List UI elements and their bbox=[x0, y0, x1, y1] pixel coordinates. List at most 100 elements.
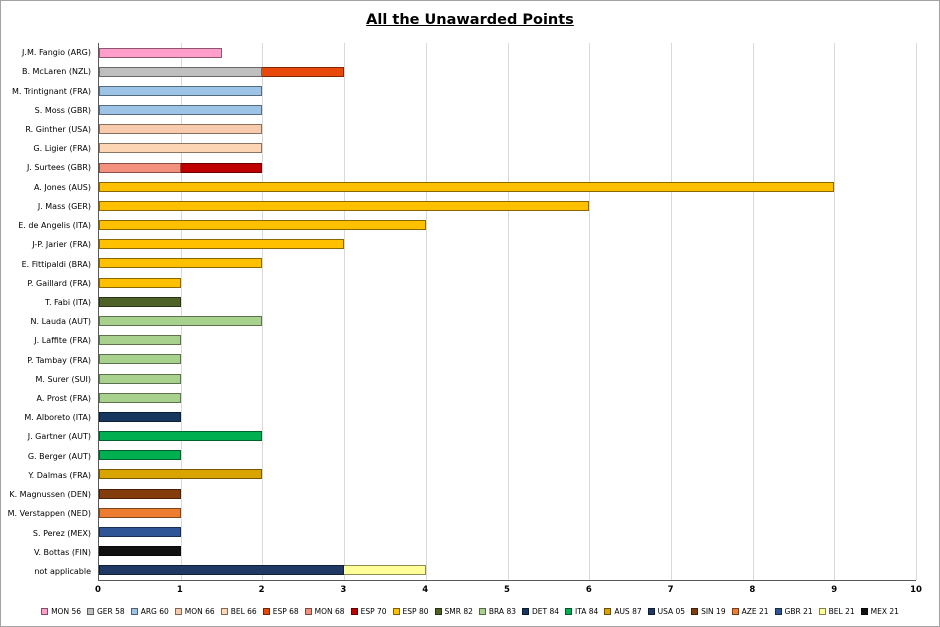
gridline bbox=[180, 43, 182, 580]
legend-item: USA 05 bbox=[647, 607, 685, 616]
bar-stack bbox=[99, 565, 916, 576]
bar-row bbox=[99, 369, 916, 388]
legend-item: ITA 84 bbox=[565, 607, 598, 616]
gridline bbox=[425, 43, 427, 580]
y-axis-label: M. Verstappen (NED) bbox=[7, 509, 91, 519]
bar-stack bbox=[99, 546, 916, 557]
bar-segment bbox=[99, 335, 181, 346]
legend-item: BEL 66 bbox=[220, 607, 257, 616]
gridline bbox=[262, 43, 264, 580]
legend-label: AUS 87 bbox=[614, 607, 642, 616]
y-axis-label: A. Jones (AUS) bbox=[33, 182, 91, 192]
y-axis-label: N. Lauda (AUT) bbox=[30, 317, 91, 327]
legend-swatch bbox=[220, 608, 228, 615]
bar-row bbox=[99, 407, 916, 426]
y-axis-label: P. Tambay (FRA) bbox=[27, 355, 91, 365]
y-axis-label: M. Trintignant (FRA) bbox=[12, 86, 91, 96]
bar-stack bbox=[99, 47, 916, 58]
bar-segment bbox=[99, 258, 263, 269]
bar-stack bbox=[99, 411, 916, 422]
y-axis-label: T. Fabi (ITA) bbox=[45, 297, 91, 307]
bar-segment bbox=[99, 296, 181, 307]
bar-stack bbox=[99, 124, 916, 135]
chart-title: All the Unawarded Points bbox=[366, 12, 574, 28]
y-axis-label: G. Ligier (FRA) bbox=[33, 144, 91, 154]
bar-stack bbox=[99, 431, 916, 442]
y-axis-label: A. Prost (FRA) bbox=[36, 394, 91, 404]
y-axis-label: J. Gartner (AUT) bbox=[27, 432, 91, 442]
y-axis-label: E. de Angelis (ITA) bbox=[18, 221, 91, 231]
bar-stack bbox=[99, 258, 916, 269]
y-axis-label: V. Bottas (FIN) bbox=[34, 547, 91, 557]
bar-stack bbox=[99, 296, 916, 307]
bar-row bbox=[99, 43, 916, 62]
legend-swatch bbox=[130, 608, 138, 615]
legend-swatch bbox=[774, 608, 782, 615]
bar-stack bbox=[99, 85, 916, 96]
bar-row bbox=[99, 235, 916, 254]
legend-label: BEL 21 bbox=[828, 607, 855, 616]
bar-segment bbox=[99, 469, 263, 480]
bar-row bbox=[99, 101, 916, 120]
legend-label: BRA 83 bbox=[488, 607, 516, 616]
gridline bbox=[589, 43, 591, 580]
y-axis-label: J.M. Fangio (ARG) bbox=[22, 48, 91, 58]
bar-segment bbox=[99, 354, 181, 365]
bar-segment bbox=[99, 450, 181, 461]
legend-swatch bbox=[731, 608, 739, 615]
x-axis-ticks: 0 1 2 3 4 5 6 7 8 9 10 bbox=[95, 585, 922, 597]
bar-row bbox=[99, 426, 916, 445]
legend-label: GER 58 bbox=[97, 607, 125, 616]
bar-row bbox=[99, 273, 916, 292]
bar-segment bbox=[99, 431, 263, 442]
y-axis-label: J-P. Jarier (FRA) bbox=[32, 240, 91, 250]
legend-item: SMR 82 bbox=[434, 607, 473, 616]
bar-segment bbox=[99, 277, 181, 288]
legend-item: ESP 68 bbox=[262, 607, 299, 616]
legend-label: ESP 68 bbox=[272, 607, 299, 616]
bar-stack bbox=[99, 181, 916, 192]
legend-item: ARG 60 bbox=[130, 607, 169, 616]
bar-stack bbox=[99, 277, 916, 288]
legend-swatch bbox=[478, 608, 486, 615]
legend-label: ARG 60 bbox=[140, 607, 169, 616]
bar-stack bbox=[99, 239, 916, 250]
bar-row bbox=[99, 177, 916, 196]
bar-segment bbox=[99, 488, 181, 499]
legend-label: AZE 21 bbox=[741, 607, 769, 616]
y-axis-label: S. Perez (MEX) bbox=[32, 528, 91, 538]
legend-swatch bbox=[87, 608, 94, 615]
legend-label: GBR 21 bbox=[784, 607, 813, 616]
bar-segment bbox=[180, 162, 263, 173]
gridline bbox=[344, 43, 346, 580]
x-axis-tick-label: 10 bbox=[910, 585, 922, 595]
bar-stack bbox=[99, 162, 916, 173]
y-axis-label: E. Fittipaldi (BRA) bbox=[21, 259, 91, 269]
legend-swatch bbox=[262, 608, 270, 615]
legend-swatch bbox=[350, 608, 358, 615]
x-axis-tick-label: 8 bbox=[749, 585, 756, 595]
legend-item: GBR 21 bbox=[774, 607, 813, 616]
bar-row bbox=[99, 465, 916, 484]
bar-row bbox=[99, 503, 916, 522]
x-axis-tick-label: 5 bbox=[504, 585, 510, 595]
bar-stack bbox=[99, 200, 916, 211]
legend-label: MON 66 bbox=[184, 607, 215, 616]
x-axis-tick-label: 7 bbox=[667, 585, 674, 595]
legend-swatch bbox=[174, 608, 182, 615]
legend-item: ESP 80 bbox=[392, 607, 429, 616]
bar-segment bbox=[99, 181, 835, 192]
bar-segment bbox=[99, 373, 181, 384]
bar-row bbox=[99, 561, 916, 580]
bar-row bbox=[99, 62, 916, 81]
gridline bbox=[834, 43, 836, 580]
x-axis-tick-label: 6 bbox=[585, 585, 592, 595]
x-axis-tick-label: 1 bbox=[176, 585, 183, 595]
bar-segment bbox=[99, 220, 426, 231]
y-axis-label: K. Magnussen (DEN) bbox=[9, 490, 91, 500]
bar-segment bbox=[99, 47, 222, 58]
bar-row bbox=[99, 254, 916, 273]
bar-rows bbox=[99, 43, 916, 580]
legend-swatch bbox=[41, 608, 49, 615]
bar-stack bbox=[99, 526, 916, 537]
